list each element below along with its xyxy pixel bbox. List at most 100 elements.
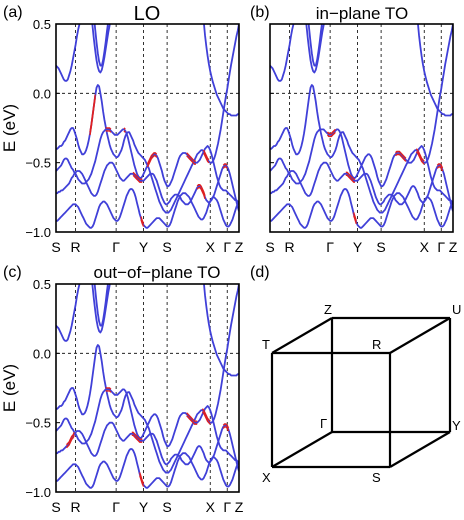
highlight-band xyxy=(66,431,75,446)
x-tick-label: S xyxy=(51,239,60,255)
x-tick-label: Y xyxy=(353,239,363,255)
highlight-band xyxy=(196,186,206,200)
band-4 xyxy=(270,188,453,229)
y-tick-label: 0.0 xyxy=(33,346,51,361)
bz-label-gamma: Γ xyxy=(320,416,327,431)
x-tick-label: S xyxy=(162,239,171,255)
bz-label-z: Z xyxy=(324,302,332,317)
band-8 xyxy=(417,24,453,117)
bz-edge xyxy=(271,431,333,468)
band-2 xyxy=(56,388,239,463)
highlight-band xyxy=(222,423,230,429)
panel-a-tag: (a) xyxy=(3,4,23,21)
highlight-band xyxy=(353,215,357,225)
highlight-band xyxy=(395,153,407,162)
highlight-band xyxy=(140,216,145,224)
highlight-band xyxy=(326,131,336,138)
x-tick-label: S xyxy=(51,499,60,515)
highlight-band xyxy=(123,130,126,133)
x-tick-label: X xyxy=(206,499,216,515)
highlight-band xyxy=(139,472,145,484)
highlight-band xyxy=(201,411,211,425)
x-tick-label: S xyxy=(376,239,385,255)
highlight-band xyxy=(222,426,230,432)
highlight-band xyxy=(132,174,143,183)
y-tick-label: −0.5 xyxy=(25,416,51,431)
bz-label-x: X xyxy=(262,470,271,485)
x-tick-label: Γ xyxy=(112,499,120,515)
panel-b-title: in−plane TO xyxy=(316,4,408,23)
band-3 xyxy=(56,421,239,472)
x-tick-label: Γ xyxy=(326,239,334,255)
x-tick-label: Z xyxy=(235,499,244,515)
bz-label-u: U xyxy=(452,302,461,317)
bz-edge xyxy=(271,317,333,354)
x-tick-label: Y xyxy=(139,239,149,255)
x-tick-label: R xyxy=(71,499,81,515)
panel-c-tag: (c) xyxy=(3,264,22,281)
panel-d-tag: (d) xyxy=(250,264,270,281)
band-4 xyxy=(56,188,239,229)
highlight-band xyxy=(123,127,126,130)
bz-label-r: R xyxy=(372,337,381,352)
highlight-band xyxy=(132,171,143,180)
y-tick-label: 0.5 xyxy=(33,277,51,292)
highlight-band xyxy=(353,212,357,222)
bz-edge xyxy=(389,317,451,354)
panel-c-title: out−of−plane TO xyxy=(94,263,221,282)
y-tick-label: 0.0 xyxy=(33,86,51,101)
highlight-band xyxy=(146,155,158,168)
highlight-band xyxy=(201,408,211,422)
bz-labels: Z U T R Γ Y X S xyxy=(262,302,461,485)
x-tick-label: S xyxy=(265,239,274,255)
band-3 xyxy=(270,161,453,212)
y-tick-label: −1.0 xyxy=(25,485,51,500)
band-lines xyxy=(56,24,239,229)
highlight-band xyxy=(203,152,210,164)
x-tick-label: Γ xyxy=(112,239,120,255)
band-4 xyxy=(56,448,239,489)
highlight-band xyxy=(146,152,158,165)
highlight-band xyxy=(345,174,355,183)
highlight-band xyxy=(196,183,206,197)
bz-label-y: Y xyxy=(452,418,461,433)
highlight-band xyxy=(186,155,196,165)
highlight-band xyxy=(66,434,75,449)
highlight-band xyxy=(415,151,425,165)
band-3 xyxy=(56,161,239,212)
y-tick-label: −0.5 xyxy=(25,156,51,171)
plot-frame xyxy=(55,283,240,493)
band-lines xyxy=(270,24,453,229)
highlight-band xyxy=(203,149,210,161)
plot-frame xyxy=(269,23,454,233)
band-8 xyxy=(203,284,239,377)
highlight-band xyxy=(131,431,143,440)
highlight-band xyxy=(222,163,228,166)
highlight-band xyxy=(139,475,145,487)
band-2 xyxy=(270,128,453,203)
highlight-band xyxy=(140,219,145,227)
x-tick-label: Γ xyxy=(437,239,445,255)
highlight-band xyxy=(395,150,407,159)
x-tick-label: Z xyxy=(235,239,244,255)
panel-a-chart: S R Γ Y S X Γ Z0.50.0−0.5−1.0E (eV) xyxy=(0,17,244,255)
x-tick-label: Z xyxy=(449,239,458,255)
panel-b-tag: (b) xyxy=(250,4,270,21)
highlight-band xyxy=(326,128,336,135)
highlight-band xyxy=(105,130,112,133)
x-tick-label: X xyxy=(206,239,216,255)
bz-edge xyxy=(389,431,451,468)
highlight-band xyxy=(186,412,198,422)
panel-d-brillouin-zone xyxy=(270,316,452,469)
x-tick-label: R xyxy=(71,239,81,255)
highlight-band xyxy=(89,97,96,136)
x-tick-label: Γ xyxy=(223,239,231,255)
x-tick-label: S xyxy=(162,499,171,515)
panel-a-title: LO xyxy=(134,3,161,25)
x-tick-label: Y xyxy=(139,499,149,515)
highlight-band xyxy=(186,415,198,425)
highlight-band xyxy=(436,166,444,172)
panel-c-chart: S R Γ Y S X Γ Z0.50.0−0.5−1.0E (eV) xyxy=(0,277,244,515)
